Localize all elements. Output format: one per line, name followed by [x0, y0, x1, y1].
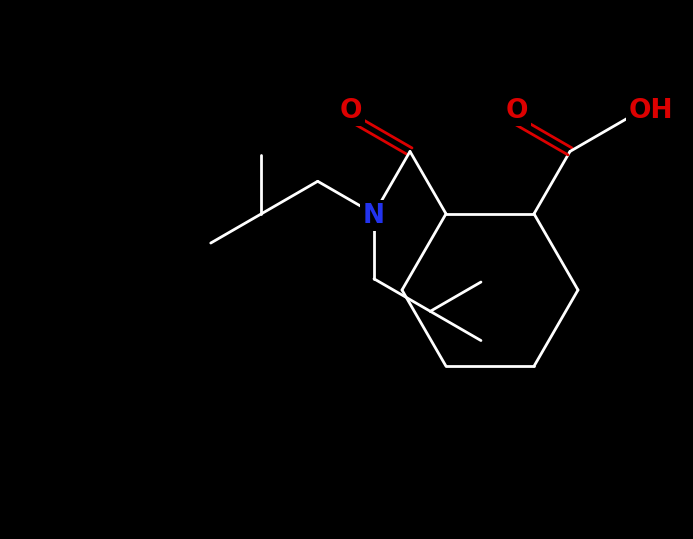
Text: O: O — [340, 98, 362, 124]
Text: N: N — [363, 203, 385, 229]
Text: OH: OH — [629, 98, 674, 124]
Text: O: O — [506, 98, 528, 124]
